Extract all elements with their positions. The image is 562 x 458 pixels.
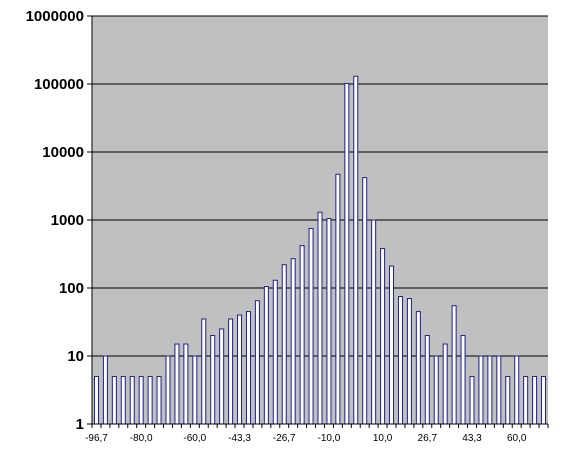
bar xyxy=(174,343,180,425)
bar xyxy=(228,318,234,425)
bar xyxy=(290,258,296,425)
bar xyxy=(344,82,350,425)
y-tick-label: 100000 xyxy=(34,76,84,93)
bar xyxy=(353,75,359,425)
bars xyxy=(93,75,547,425)
bar xyxy=(415,311,421,425)
bar xyxy=(541,375,547,425)
x-tick-label: 10,0 xyxy=(373,433,393,444)
bar xyxy=(237,314,243,425)
bar xyxy=(281,264,287,425)
bar xyxy=(192,355,198,425)
bar xyxy=(532,375,538,425)
bar xyxy=(433,355,439,425)
bar xyxy=(165,355,171,425)
bar xyxy=(514,355,520,425)
x-tick-label: 43,3 xyxy=(462,433,482,444)
bar xyxy=(111,375,117,425)
x-tick-label: -80,0 xyxy=(130,433,153,444)
bar xyxy=(523,375,529,425)
bar xyxy=(397,296,403,425)
bar xyxy=(245,311,251,425)
bar xyxy=(406,298,412,425)
bar xyxy=(183,343,189,425)
x-axis-ticks: -96,7 -80,0 -60,0 -43,3 -26,7 -10,0 10,0 26,7 43… xyxy=(85,424,549,444)
bar xyxy=(389,265,395,425)
bar xyxy=(326,218,332,425)
x-tick-label: 60,0 xyxy=(507,433,527,444)
bar xyxy=(362,177,368,425)
bar xyxy=(371,219,377,425)
bar xyxy=(317,211,323,425)
bar xyxy=(505,375,511,425)
x-tick-label: -26,7 xyxy=(273,433,296,444)
bar xyxy=(299,245,305,425)
x-tick-label: -96,7 xyxy=(85,433,108,444)
bar xyxy=(380,248,386,425)
bar xyxy=(201,318,207,425)
y-tick-label: 1 xyxy=(76,416,84,433)
bar xyxy=(487,355,493,425)
x-tick-label: -43,3 xyxy=(228,433,251,444)
bar xyxy=(424,335,430,425)
y-tick-label: 1000 xyxy=(51,212,84,229)
bar xyxy=(469,375,475,425)
bar xyxy=(147,375,153,425)
x-tick-label: 26,7 xyxy=(418,433,438,444)
x-tick-label: -10,0 xyxy=(318,433,341,444)
bar xyxy=(210,335,216,425)
bar xyxy=(335,173,341,425)
y-axis-ticks: 1 10 100 1000 10000 100000 1000000 xyxy=(26,8,92,433)
y-tick-label: 10000 xyxy=(42,144,84,161)
y-tick-label: 10 xyxy=(67,348,84,365)
bar xyxy=(120,375,126,425)
bar xyxy=(263,286,269,425)
bar xyxy=(138,375,144,425)
bar xyxy=(93,375,99,425)
x-tick-label: -60,0 xyxy=(183,433,206,444)
bar xyxy=(272,279,278,425)
y-tick-label: 100 xyxy=(59,280,84,297)
y-tick-label: 1000000 xyxy=(26,8,84,25)
bar xyxy=(442,343,448,425)
bar xyxy=(219,328,225,425)
bar xyxy=(451,305,457,425)
bar xyxy=(156,375,162,425)
bar xyxy=(254,300,260,425)
bar xyxy=(129,375,135,425)
bar xyxy=(478,355,484,425)
bar xyxy=(496,355,502,425)
bar xyxy=(460,335,466,425)
bar xyxy=(102,355,108,425)
bar xyxy=(308,228,314,425)
